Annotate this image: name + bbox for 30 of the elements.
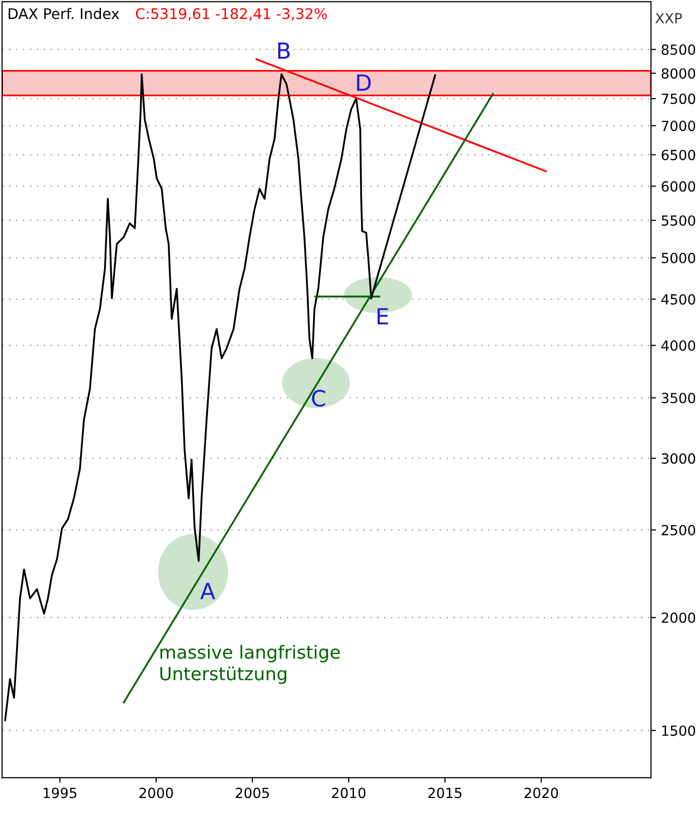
y-tick-label: 3500	[662, 392, 696, 404]
y-tick-label: 7000	[662, 120, 696, 132]
y-tick-label: 5000	[662, 252, 696, 264]
x-tick-label: 2020	[524, 788, 558, 798]
x-tick-label: 2005	[236, 788, 269, 798]
x-tick-label: 2010	[332, 788, 366, 798]
x-tick-label: 2000	[139, 788, 173, 798]
y-tick-label: 8000	[662, 68, 696, 79]
text: XXP	[655, 13, 682, 24]
y-tick-label: 1500	[662, 725, 696, 736]
y-tick-label: 6500	[662, 150, 696, 160]
x-tick-label: 1995	[44, 788, 76, 798]
y-tick-label: 6000	[662, 181, 696, 192]
y-tick-label: 7500	[662, 94, 696, 104]
x-tick-label: 2015	[428, 788, 462, 798]
annotation: C	[312, 390, 326, 407]
y-tick-label: 5500	[662, 215, 696, 226]
annotation: D	[357, 74, 371, 91]
y-tick-label: 4500	[661, 294, 696, 305]
y-tick-label: 4000	[661, 340, 696, 351]
y-tick-label: 2500	[662, 524, 696, 536]
annotation: massive langfristige Unterstützung	[160, 644, 340, 684]
annotation: E	[378, 308, 388, 324]
chart-subtitle: C:5319,61 -182,41 -3,32%	[136, 8, 327, 21]
y-tick-label: 2000	[662, 612, 696, 624]
annotation: B	[278, 42, 290, 59]
y-tick-label: 8500	[662, 44, 696, 55]
annotation: A	[200, 582, 216, 600]
y-tick-label: 3000	[662, 453, 696, 464]
chart-title: DAX Perf. Index	[8, 8, 120, 20]
